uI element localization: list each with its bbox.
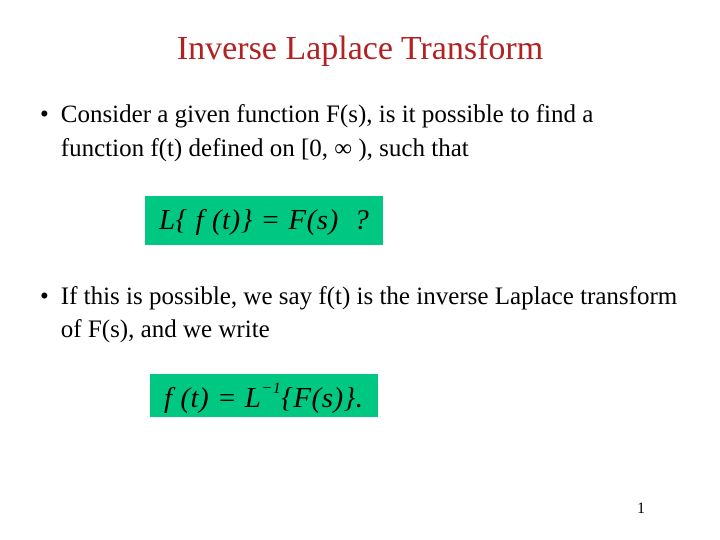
bullet-text-1: Consider a given function F(s), is it po… — [61, 98, 680, 166]
page-number: 1 — [637, 500, 645, 518]
page-title: Inverse Laplace Transform — [40, 30, 680, 68]
bullet-marker: • — [40, 280, 49, 314]
slide-container: Inverse Laplace Transform • Consider a g… — [0, 0, 720, 540]
bullet-text-2: If this is possible, we say f(t) is the … — [61, 280, 680, 348]
formula-2-content: f (t) = L−1{F(s)}. — [164, 382, 364, 414]
bullet-item-2: • If this is possible, we say f(t) is th… — [40, 280, 680, 348]
bullet-marker: • — [40, 98, 49, 132]
formula-2: f (t) = L−1{F(s)}. — [150, 374, 378, 417]
bullet-item-1: • Consider a given function F(s), is it … — [40, 98, 680, 166]
formula-1: L{ f (t)} = F(s) ? — [145, 196, 383, 245]
formula-1-content: L{ f (t)} = F(s) ? — [159, 204, 369, 236]
